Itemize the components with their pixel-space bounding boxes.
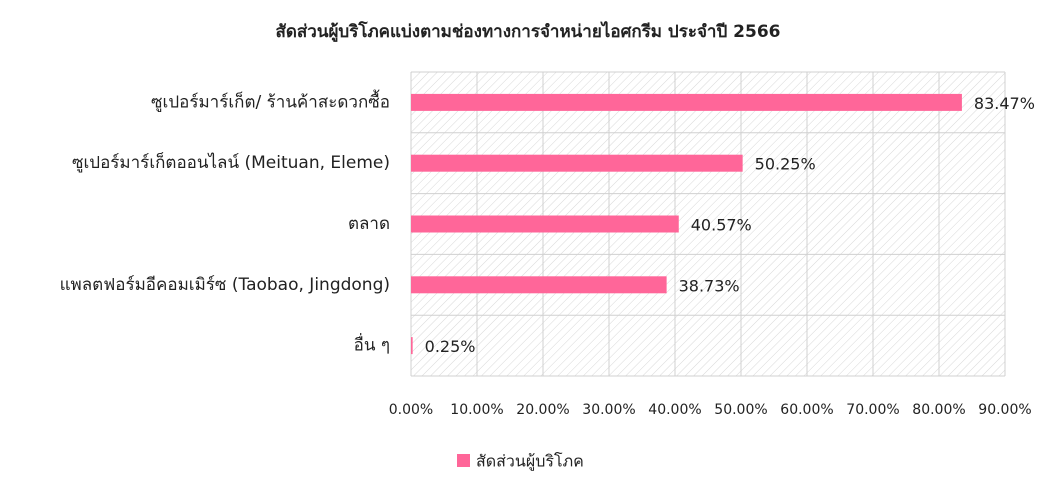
bar	[411, 337, 413, 355]
x-tick-label: 30.00%	[582, 402, 635, 418]
y-tick-label: ซูเปอร์มาร์เก็ตออนไลน์ (Meituan, Eleme)	[72, 151, 390, 173]
x-tick-label: 90.00%	[978, 402, 1031, 418]
value-label: 50.25%	[755, 155, 816, 174]
x-tick-label: 40.00%	[648, 402, 701, 418]
legend-label: สัดส่วนผู้บริโภค	[476, 452, 584, 472]
x-tick-label: 20.00%	[516, 402, 569, 418]
y-tick-label: แพลตฟอร์มอีคอมเมิร์ซ (Taobao, Jingdong)	[60, 275, 390, 295]
x-tick-label: 80.00%	[912, 402, 965, 418]
y-tick-label: ซูเปอร์มาร์เก็ต/ ร้านค้าสะดวกซื้อ	[151, 89, 390, 112]
legend-swatch	[457, 454, 470, 467]
x-tick-label: 60.00%	[780, 402, 833, 418]
value-label: 38.73%	[679, 276, 740, 295]
value-label: 0.25%	[425, 337, 476, 356]
chart-title: สัดส่วนผู้บริโภคแบ่งตามช่องทางการจำหน่าย…	[276, 21, 781, 43]
bar	[411, 154, 743, 172]
bar	[411, 276, 667, 294]
x-tick-label: 50.00%	[714, 402, 767, 418]
x-tick-label: 10.00%	[450, 402, 503, 418]
value-label: 83.47%	[974, 94, 1035, 113]
value-label: 40.57%	[691, 216, 752, 235]
x-tick-label: 70.00%	[846, 402, 899, 418]
bar	[411, 215, 679, 233]
y-tick-label: อื่น ๆ	[354, 333, 390, 356]
x-tick-label: 0.00%	[389, 402, 433, 418]
bar	[411, 93, 962, 111]
y-tick-label: ตลาด	[348, 214, 390, 234]
